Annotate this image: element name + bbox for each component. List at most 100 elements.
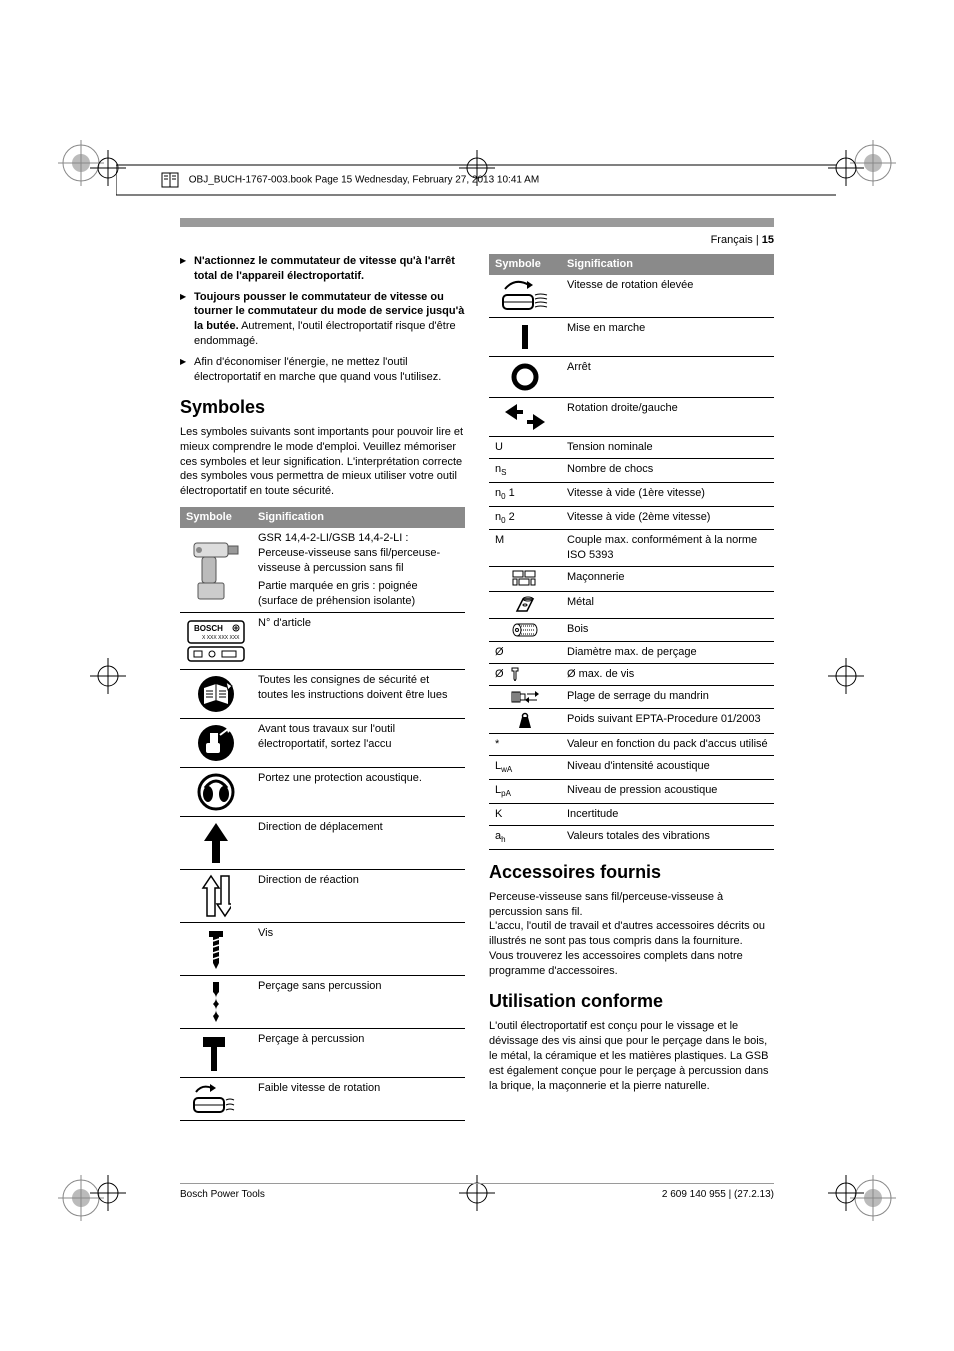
row-text: Faible vitesse de rotation [252,1078,465,1121]
row-text: Bois [561,619,774,642]
rotation-icon [489,397,561,436]
row-text: Vitesse à vide (1ère vitesse) [561,482,774,506]
row-text: Diamètre max. de perçage [561,642,774,664]
th-symbole: Symbole [489,254,561,275]
row-text: Direction de réaction [252,870,465,923]
row-text: N° d'article [252,613,465,670]
row-text: Couple max. conformément à la norme ISO … [561,530,774,567]
row-text: Ø max. de vis [561,664,774,686]
symboles-intro: Les symboles suivants sont importants po… [180,425,465,499]
row-text: Niveau de pression acoustique [561,779,774,803]
row-text: Maçonnerie [561,567,774,592]
row-text: Plage de serrage du mandrin [561,685,774,708]
off-icon [489,356,561,397]
warning-item: Afin d'économiser l'énergie, ne mettez l… [180,355,465,385]
arrow-reaction-icon [180,870,252,923]
left-column: N'actionnez le commutateur de vitesse qu… [180,254,465,1121]
wood-icon [489,619,561,642]
row-text: Valeur en fonction du pack d'accus utili… [561,733,774,755]
on-icon [489,317,561,356]
drill-icon [180,528,252,613]
row-text: Vis [252,923,465,976]
header-bar [180,218,774,227]
row-label: Ø [489,664,561,686]
row-text: Partie marquée en gris : poignée (surfac… [258,579,459,609]
page-number: 15 [762,234,774,246]
hammer-icon [180,1029,252,1078]
row-text: Tension nominale [561,436,774,458]
weight-icon [489,708,561,733]
row-text: Vitesse de rotation élevée [561,275,774,318]
footer-right: 2 609 140 955 | (27.2.13) [662,1188,774,1202]
row-label: K [489,803,561,825]
row-text: Poids suivant EPTA-Procedure 01/2003 [561,708,774,733]
row-text: Métal [561,592,774,619]
speed-high-icon [489,275,561,318]
arrow-up-icon [180,817,252,870]
accessoires-p2: L'accu, l'outil de travail et d'autres a… [489,919,774,949]
page: OBJ_BUCH-1767-003.book Page 15 Wednesday… [0,0,954,1351]
row-text: Niveau d'intensité acoustique [561,755,774,779]
book-icon [160,170,180,190]
symbol-table-left: SymboleSignification [180,507,465,1121]
row-label: M [489,530,561,567]
remove-battery-icon [180,719,252,768]
chuck-icon [489,685,561,708]
row-text: Nombre de chocs [561,458,774,482]
footer: Bosch Power Tools 2 609 140 955 | (27.2.… [180,1183,774,1202]
masonry-icon [489,567,561,592]
row-label: Ø [489,642,561,664]
crop-mark [90,150,126,186]
accessoires-p1: Perceuse-visseuse sans fil/perceuse-viss… [489,890,774,920]
crop-mark [828,1175,864,1211]
svg-text:BOSCH: BOSCH [194,624,223,633]
row-text: Perceuse-visseuse sans fil/perceuse-viss… [258,546,459,576]
warning-item: Toujours pousser le commutateur de vites… [180,290,465,349]
screw-icon [180,923,252,976]
drill-bit-icon [180,976,252,1029]
row-label: * [489,733,561,755]
row-text: Avant tous travaux sur l'outil électropo… [252,719,465,768]
section-accessoires-title: Accessoires fournis [489,860,774,884]
warning-item: N'actionnez le commutateur de vitesse qu… [180,254,465,284]
runhead-text: OBJ_BUCH-1767-003.book Page 15 Wednesday… [189,175,539,186]
crop-mark [828,658,864,694]
row-label: nS [489,458,561,482]
read-manual-icon [180,670,252,719]
row-text: Portez une protection acoustique. [252,768,465,817]
page-lang: Français [711,234,753,246]
row-text: Mise en marche [561,317,774,356]
page-meta: Français | 15 [180,233,774,248]
row-label: LpA [489,779,561,803]
right-column: SymboleSignification Vitesse de rotation… [489,254,774,1121]
crop-mark [90,1175,126,1211]
speed-low-icon [180,1078,252,1121]
svg-text:X XXX XXX XXX: X XXX XXX XXX [202,635,240,641]
crop-mark [828,150,864,186]
row-text: Toutes les consignes de sécurité et tout… [252,670,465,719]
row-label: ah [489,825,561,849]
row-text: Arrêt [561,356,774,397]
running-head: OBJ_BUCH-1767-003.book Page 15 Wednesday… [160,170,539,190]
ear-protection-icon [180,768,252,817]
row-label: n0 2 [489,506,561,530]
utilisation-body: L'outil électroportatif est conçu pour l… [489,1019,774,1093]
symbol-table-right: SymboleSignification Vitesse de rotation… [489,254,774,850]
row-text: Valeurs totales des vibrations [561,825,774,849]
row-label: U [489,436,561,458]
row-text: Perçage sans percussion [252,976,465,1029]
warning-list: N'actionnez le commutateur de vitesse qu… [180,254,465,385]
section-utilisation-title: Utilisation conforme [489,989,774,1013]
section-symboles-title: Symboles [180,395,465,419]
label-icon: BOSCH X XXX XXX XXX [180,613,252,670]
th-symbole: Symbole [180,507,252,528]
crop-mark [90,658,126,694]
row-label: n0 1 [489,482,561,506]
row-text: Vitesse à vide (2ème vitesse) [561,506,774,530]
row-text: Rotation droite/gauche [561,397,774,436]
accessoires-p3: Vous trouverez les accessoires complets … [489,949,774,979]
metal-icon [489,592,561,619]
row-label: LwA [489,755,561,779]
row-text: GSR 14,4-2-LI/GSB 14,4-2-LI : [258,531,459,546]
footer-left: Bosch Power Tools [180,1188,265,1202]
